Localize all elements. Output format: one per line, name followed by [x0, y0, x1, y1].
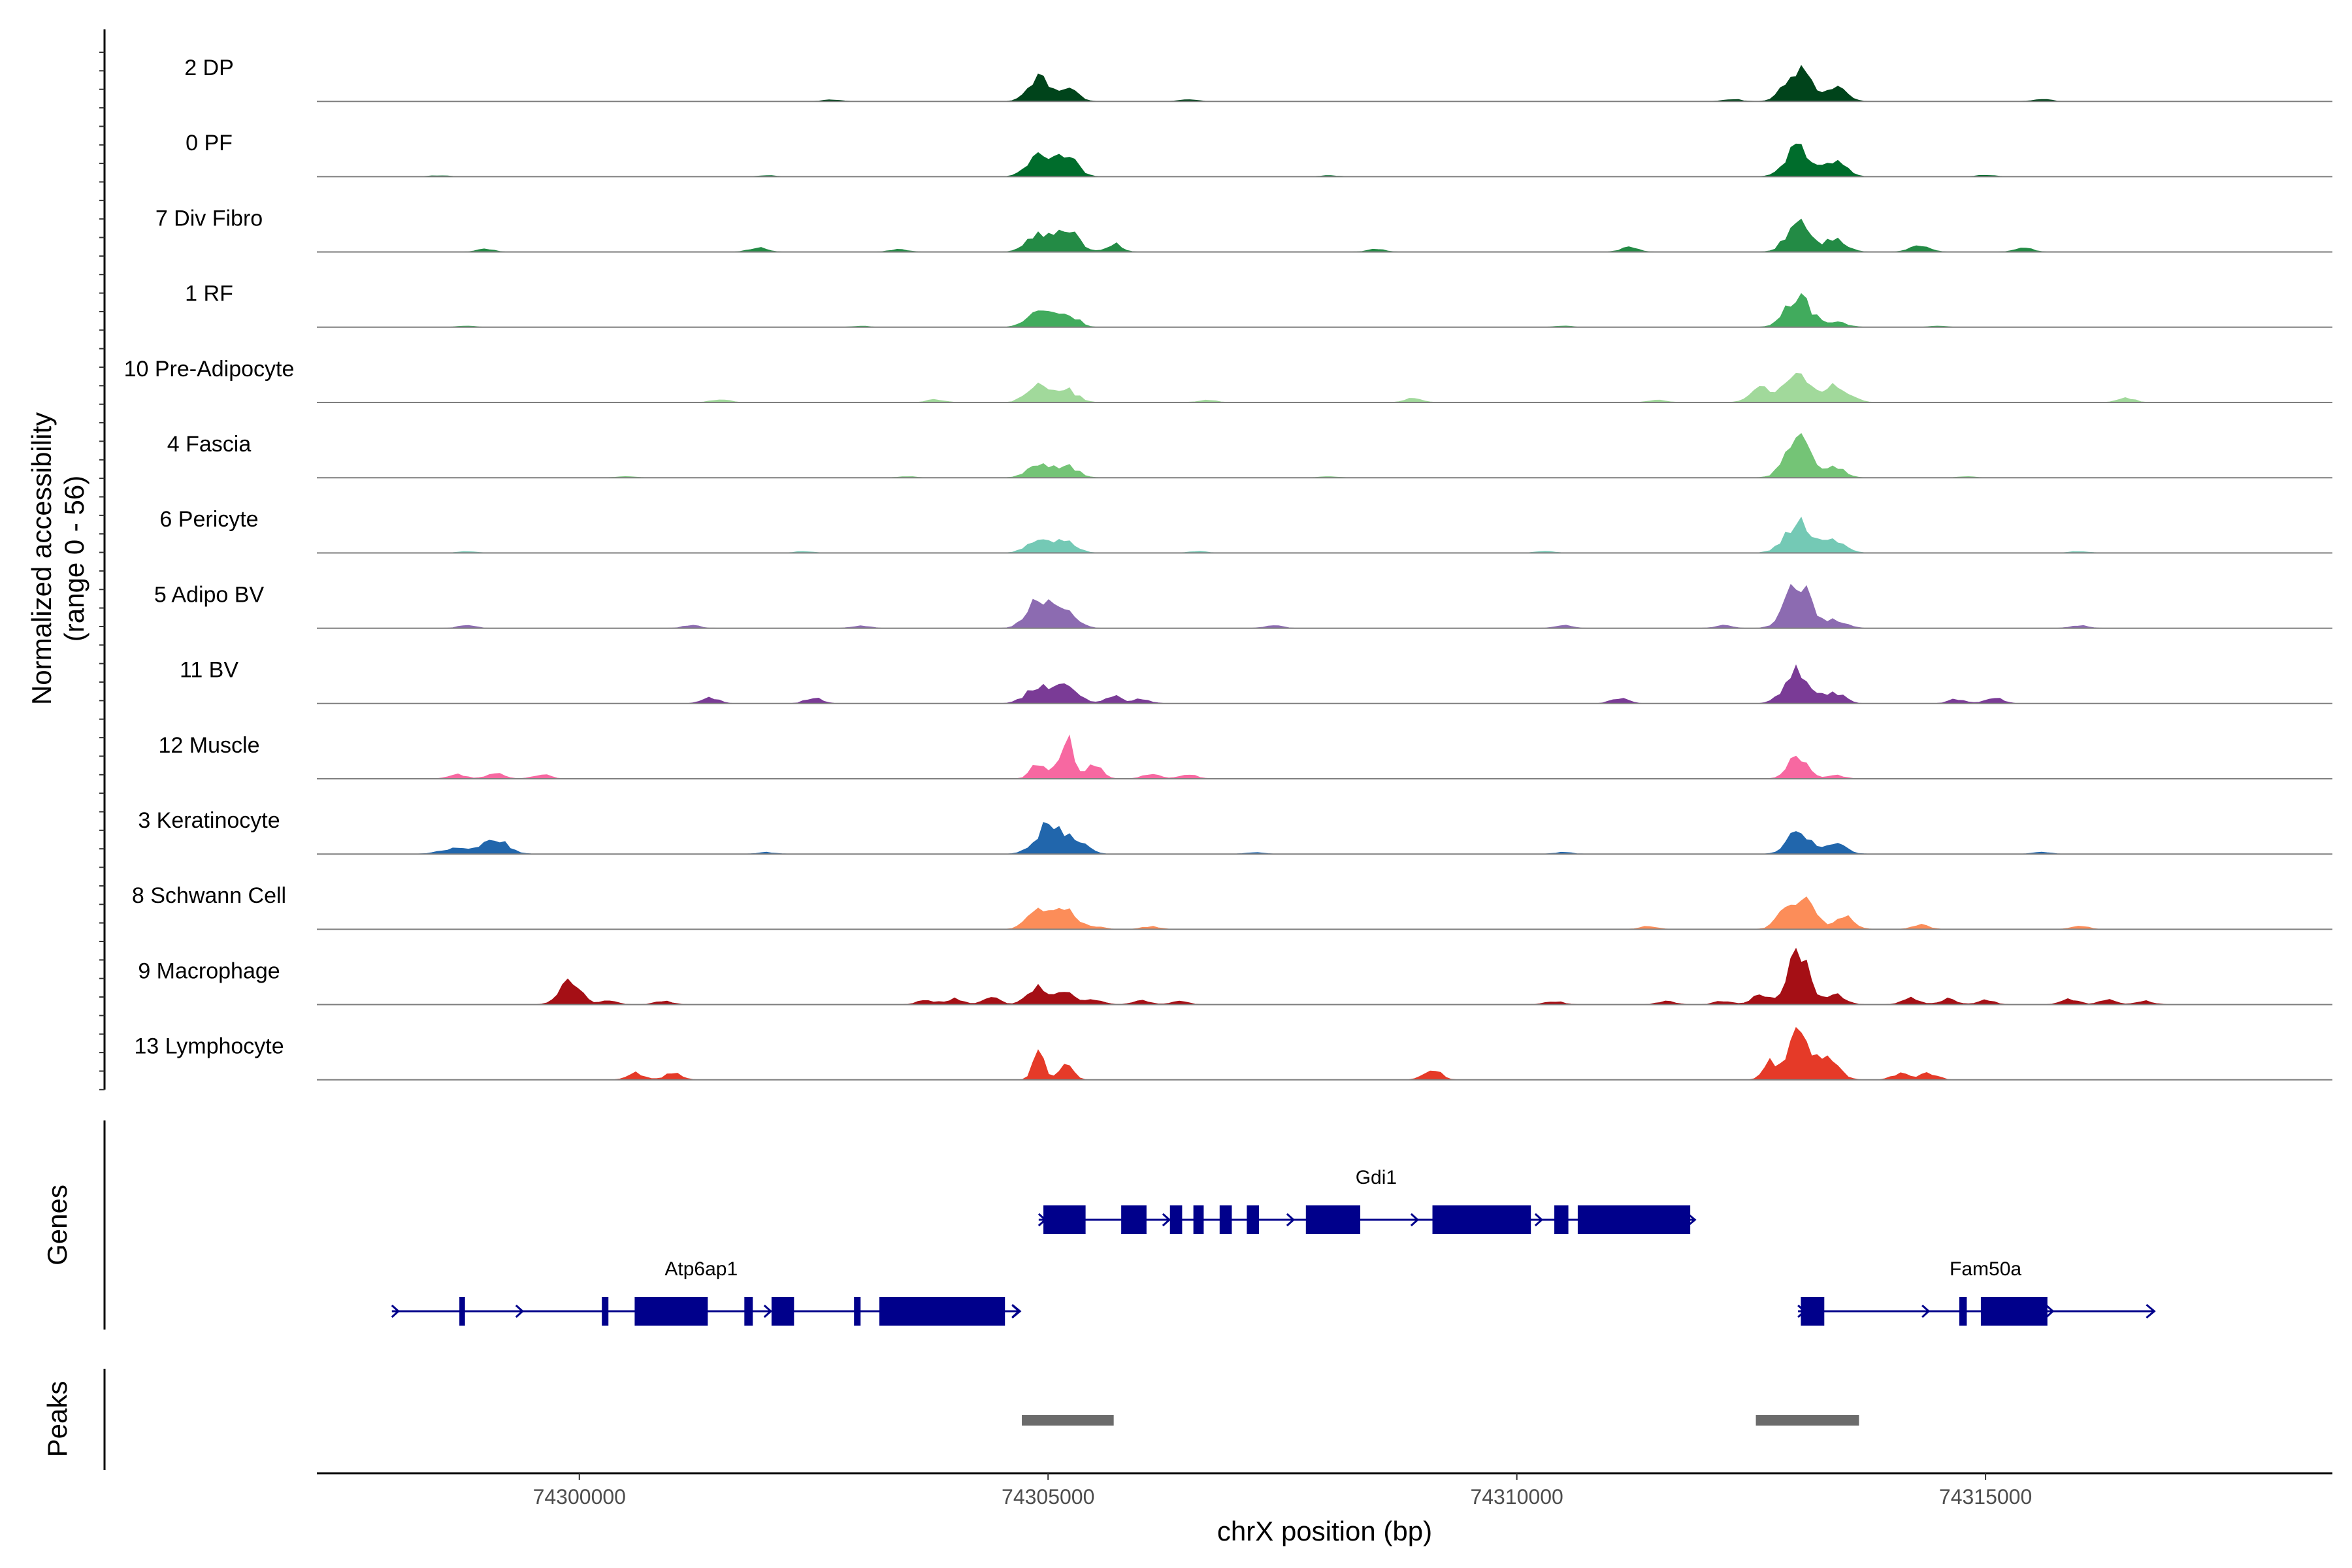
track-label-0-pf: 0 PF	[186, 131, 233, 155]
gene-exon	[1043, 1205, 1086, 1234]
strand-arrow	[1011, 1303, 1022, 1319]
gene-label-gdi1: Gdi1	[1356, 1167, 1397, 1188]
track-13-lymphocyte: 13 Lymphocyte	[134, 1026, 2332, 1081]
track-4-fascia: 4 Fascia	[167, 432, 2332, 479]
strand-arrow	[1534, 1213, 1544, 1227]
track-label-11-bv: 11 BV	[180, 658, 238, 683]
y-axis-title: Normalized accessibility(range 0 - 56)	[26, 412, 90, 705]
gene-label-fam50a: Fam50a	[1950, 1258, 2021, 1280]
gene-exon	[1219, 1205, 1232, 1234]
track-1-rf: 1 RF	[185, 282, 2332, 328]
coverage-area-12-muscle	[317, 734, 2332, 779]
track-label-1-rf: 1 RF	[185, 282, 233, 306]
coverage-tracks: 2 DP 0 PF 7 Div Fibro 1 RF 10 Pre-Adipocyte 4…	[124, 56, 2332, 1081]
gene-exon	[1554, 1205, 1569, 1234]
track-2-dp: 2 DP	[184, 56, 2332, 103]
track-3-keratinocyte: 3 Keratinocyte	[138, 808, 2332, 855]
coverage-area-3-keratinocyte	[317, 822, 2332, 855]
track-7-div-fibro: 7 Div Fibro	[155, 206, 2332, 253]
x-tick-label: 74310000	[1470, 1485, 1563, 1509]
y-axis	[99, 29, 106, 1090]
track-label-6-pericyte: 6 Pericyte	[159, 507, 258, 532]
gene-exon	[1121, 1205, 1147, 1234]
gene-exon	[602, 1297, 609, 1326]
gene-gdi1: Gdi1	[1037, 1167, 1697, 1234]
track-label-7-div-fibro: 7 Div Fibro	[155, 206, 263, 231]
x-axis: 74300000 74305000 74310000 74315000 chrX pos…	[317, 1472, 2332, 1546]
peaks-panel: Peaks	[42, 1369, 1859, 1470]
strand-arrow	[515, 1304, 525, 1318]
gene-label-atp6ap1: Atp6ap1	[664, 1258, 738, 1280]
gene-atp6ap1: Atp6ap1	[391, 1258, 1022, 1326]
y-axis-title-group: Normalized accessibility(range 0 - 56)	[26, 412, 90, 705]
coverage-area-5-adipo-bv	[317, 583, 2332, 629]
gene-exon	[1193, 1205, 1204, 1234]
x-tick-label: 74300000	[533, 1485, 626, 1509]
gene-exon	[1305, 1205, 1361, 1234]
gene-exon	[879, 1297, 1005, 1326]
gene-exon	[1801, 1297, 1825, 1326]
gene-exon	[771, 1297, 794, 1326]
track-12-muscle: 12 Muscle	[159, 733, 2332, 779]
coverage-area-4-fascia	[317, 433, 2332, 478]
x-tick-label: 74305000	[1002, 1485, 1094, 1509]
track-label-13-lymphocyte: 13 Lymphocyte	[134, 1034, 284, 1059]
gene-exon	[634, 1297, 708, 1326]
track-label-2-dp: 2 DP	[184, 56, 234, 80]
coverage-area-9-macrophage	[317, 947, 2332, 1005]
gene-exon	[1432, 1205, 1531, 1234]
x-tick-label: 74315000	[1939, 1485, 2032, 1509]
strand-arrow	[1410, 1213, 1420, 1227]
coverage-area-1-rf	[317, 293, 2332, 328]
genes-panel-title: Genes	[42, 1184, 73, 1266]
gene-exon	[459, 1297, 465, 1326]
strand-arrow	[763, 1304, 773, 1318]
gene-exon	[1247, 1205, 1260, 1234]
gene-exon	[1577, 1205, 1691, 1234]
strand-arrow	[2046, 1304, 2055, 1318]
gene-exon	[1959, 1297, 1967, 1326]
coverage-area-11-bv	[317, 664, 2332, 704]
coverage-area-8-schwann-cell	[317, 896, 2332, 930]
track-label-9-macrophage: 9 Macrophage	[138, 958, 280, 983]
strand-arrow	[2146, 1303, 2156, 1319]
coverage-area-0-pf	[317, 143, 2332, 177]
track-0-pf: 0 PF	[186, 131, 2332, 178]
genes-panel: Genes Gdi1 Atp6ap1 Fam50a	[42, 1120, 2156, 1330]
track-5-adipo-bv: 5 Adipo BV	[154, 582, 2332, 629]
gene-exon	[854, 1297, 861, 1326]
strand-arrow	[391, 1304, 400, 1318]
track-label-10-pre-adipocyte: 10 Pre-Adipocyte	[124, 357, 295, 382]
track-10-pre-adipocyte: 10 Pre-Adipocyte	[124, 357, 2332, 403]
peaks-panel-title: Peaks	[42, 1381, 73, 1458]
gene-exon	[1980, 1297, 2048, 1326]
track-label-3-keratinocyte: 3 Keratinocyte	[138, 808, 280, 833]
gene-exon	[1169, 1205, 1183, 1234]
track-label-4-fascia: 4 Fascia	[167, 432, 252, 457]
track-11-bv: 11 BV	[180, 658, 2332, 704]
track-label-12-muscle: 12 Muscle	[159, 733, 260, 758]
track-label-8-schwann-cell: 8 Schwann Cell	[132, 883, 286, 908]
track-8-schwann-cell: 8 Schwann Cell	[132, 883, 2332, 930]
track-label-5-adipo-bv: 5 Adipo BV	[154, 582, 265, 607]
coverage-area-2-dp	[317, 65, 2332, 102]
peak-region-1	[1022, 1415, 1114, 1426]
strand-arrow	[1162, 1213, 1171, 1227]
track-9-macrophage: 9 Macrophage	[138, 947, 2332, 1005]
x-axis-title: chrX position (bp)	[1217, 1516, 1432, 1546]
coverage-area-7-div-fibro	[317, 218, 2332, 253]
coverage-area-10-pre-adipocyte	[317, 372, 2332, 403]
peak-region-2	[1756, 1415, 1859, 1426]
track-6-pericyte: 6 Pericyte	[159, 507, 2332, 554]
coverage-area-13-lymphocyte	[317, 1026, 2332, 1081]
coverage-area-6-pericyte	[317, 516, 2332, 553]
strand-arrow	[1286, 1213, 1296, 1227]
gene-fam50a: Fam50a	[1797, 1258, 2156, 1326]
strand-arrow	[1921, 1304, 1931, 1318]
gene-exon	[744, 1297, 753, 1326]
